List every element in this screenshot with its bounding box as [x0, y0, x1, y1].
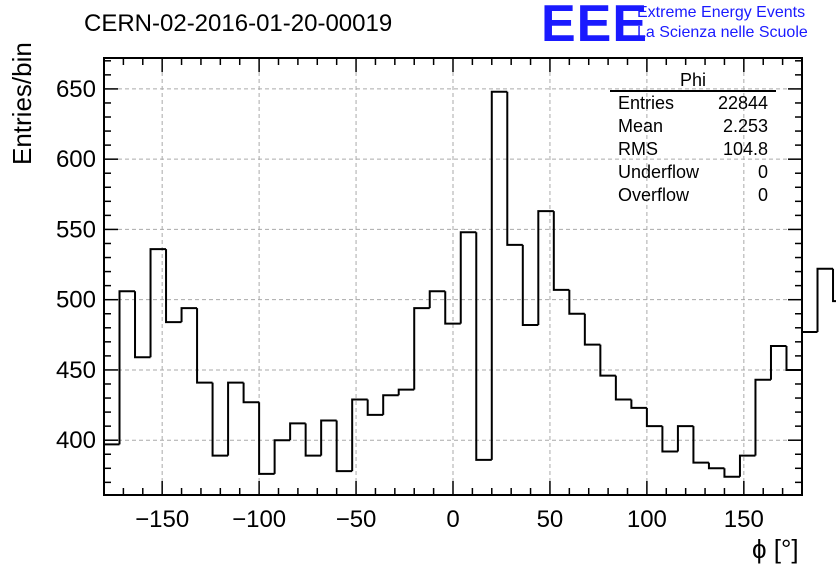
y-tick-label: 500 [56, 287, 96, 314]
stat-value: 104.8 [722, 139, 768, 159]
stat-value: 0 [757, 162, 768, 182]
histogram-bin [506, 91, 523, 246]
stats-title: Phi [679, 70, 706, 90]
y-tick-label: 450 [56, 357, 96, 384]
y-axis-label: Entries/bin [7, 42, 37, 165]
x-tick-label: −50 [336, 506, 377, 533]
histogram-bin [614, 375, 632, 401]
histogram-bin [242, 382, 260, 404]
histogram-bin [320, 419, 337, 456]
stat-row-rms: RMS 104.8 [610, 138, 776, 161]
y-tick-label: 600 [56, 146, 96, 173]
y-tick-label: 550 [56, 216, 96, 243]
stat-label: Overflow [618, 185, 690, 205]
stat-row-mean: Mean 2.253 [610, 115, 776, 138]
x-tick-label: 50 [537, 506, 564, 533]
histogram-bin [366, 399, 384, 416]
grid-lines [104, 58, 802, 495]
stat-row-underflow: Underflow 0 [610, 161, 776, 184]
axes [103, 57, 803, 496]
stat-value: 22844 [717, 93, 768, 113]
histogram-bin [428, 290, 446, 309]
histogram-bin [211, 382, 229, 457]
histogram-bin [801, 331, 818, 370]
histogram-bin [444, 291, 461, 325]
stat-value: 2.253 [722, 116, 768, 136]
histogram-bin [832, 268, 836, 303]
stats-box: Phi Entries 22844 Mean 2.253 RMS 104.8 U… [610, 70, 776, 207]
histogram-bin [165, 249, 182, 324]
y-tick-label: 400 [56, 427, 96, 454]
logo-tagline-1: Extreme Energy Events [637, 4, 806, 21]
stat-row-entries: Entries 22844 [610, 92, 776, 115]
histogram-bin [459, 231, 477, 324]
histogram-bin [754, 378, 771, 456]
histogram-bin [118, 290, 136, 445]
histogram-bin [258, 402, 275, 475]
histogram-bin [413, 307, 430, 390]
histogram-bin [583, 313, 601, 346]
histogram-bin [707, 462, 725, 470]
histogram-bin [676, 425, 694, 452]
y-tick-label: 650 [56, 76, 96, 103]
histogram-bin [304, 423, 322, 457]
x-axis-label: ϕ [°] [752, 534, 799, 564]
stat-row-overflow: Overflow 0 [610, 184, 776, 207]
stat-label: Mean [618, 116, 664, 136]
histogram-bin [599, 344, 616, 377]
histogram-bin [335, 420, 353, 473]
stat-label: Entries [618, 93, 675, 113]
x-tick-label: 150 [724, 506, 764, 533]
eee-logo: EEE [541, 0, 649, 53]
stat-value: 0 [757, 185, 768, 205]
chart-title: CERN-02-2016-01-20-00019 [84, 10, 393, 37]
x-tick-label: 0 [446, 506, 459, 533]
histogram-bin [537, 210, 554, 325]
stat-label: Underflow [618, 162, 700, 182]
stats-divider [610, 90, 776, 92]
histogram-bin [630, 399, 647, 409]
histogram-bin [397, 388, 415, 396]
histogram-bin [552, 211, 570, 291]
logo-tagline-2: La Scienza nelle Scuole [637, 24, 808, 41]
histogram-bin [289, 422, 306, 441]
histogram-bins [103, 90, 836, 495]
x-tick-label: −100 [232, 506, 286, 533]
histogram-bin [351, 398, 368, 472]
histogram-bin [521, 244, 539, 326]
histogram-bin [227, 381, 244, 456]
histogram-bin [816, 267, 834, 333]
x-tick-label: 100 [627, 506, 667, 533]
histogram-bin [103, 443, 120, 495]
histogram-bin [180, 307, 198, 323]
histogram-bin [134, 291, 151, 359]
histogram-bin [769, 345, 787, 380]
histogram-bin [273, 439, 291, 474]
x-tick-label: −150 [135, 506, 189, 533]
histogram-bin [661, 426, 678, 453]
histogram-bin [738, 454, 756, 477]
histogram-bin [785, 346, 802, 371]
stat-label: RMS [618, 139, 658, 159]
histogram-bin [196, 308, 213, 384]
histogram-bin [692, 426, 709, 464]
tick-labels: −150 −100 −50 0 50 100 150 400 450 500 550 600 650 [56, 76, 764, 533]
histogram-bin [568, 289, 585, 315]
histogram-bin [382, 394, 399, 415]
histogram-bin [490, 90, 508, 460]
histogram-bin [723, 468, 740, 478]
histogram-bin [475, 232, 492, 461]
histogram-bin [149, 248, 167, 358]
histogram-bin [645, 407, 663, 428]
